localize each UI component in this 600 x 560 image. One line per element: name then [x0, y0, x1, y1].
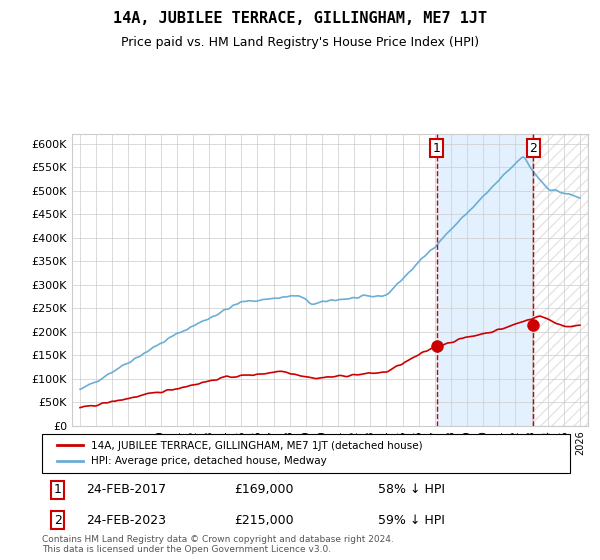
- Text: 1: 1: [433, 142, 440, 155]
- FancyBboxPatch shape: [42, 434, 570, 473]
- Bar: [533, 134, 588, 426]
- Text: 2: 2: [54, 514, 62, 527]
- Text: Price paid vs. HM Land Registry's House Price Index (HPI): Price paid vs. HM Land Registry's House …: [121, 36, 479, 49]
- Text: Contains HM Land Registry data © Crown copyright and database right 2024.
This d: Contains HM Land Registry data © Crown c…: [42, 535, 394, 554]
- Bar: [437, 134, 533, 426]
- Text: £215,000: £215,000: [234, 514, 293, 527]
- Text: 2: 2: [530, 142, 538, 155]
- Text: £169,000: £169,000: [234, 483, 293, 496]
- Text: 59% ↓ HPI: 59% ↓ HPI: [378, 514, 445, 527]
- Legend: 14A, JUBILEE TERRACE, GILLINGHAM, ME7 1JT (detached house), HPI: Average price, : 14A, JUBILEE TERRACE, GILLINGHAM, ME7 1J…: [52, 437, 427, 470]
- Text: 14A, JUBILEE TERRACE, GILLINGHAM, ME7 1JT: 14A, JUBILEE TERRACE, GILLINGHAM, ME7 1J…: [113, 11, 487, 26]
- Text: 58% ↓ HPI: 58% ↓ HPI: [378, 483, 445, 496]
- Text: 24-FEB-2023: 24-FEB-2023: [86, 514, 166, 527]
- Bar: [533, 134, 588, 426]
- Text: 1: 1: [54, 483, 62, 496]
- Text: 24-FEB-2017: 24-FEB-2017: [86, 483, 167, 496]
